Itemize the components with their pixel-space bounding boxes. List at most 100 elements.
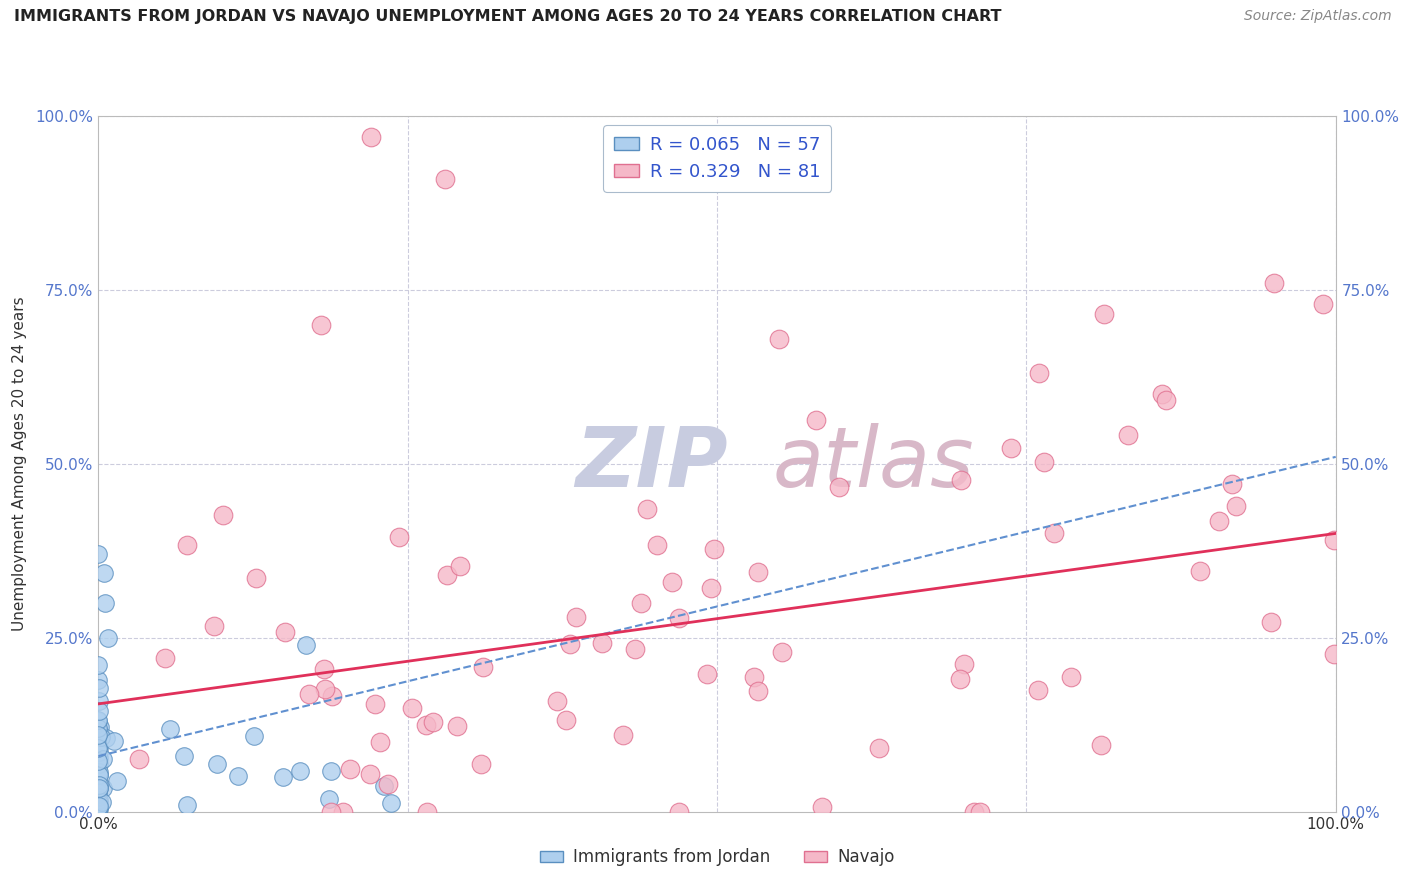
Point: [319, 805, 342, 819]
Point: [1312, 297, 1334, 311]
Point: [1263, 276, 1285, 290]
Point: [565, 609, 588, 624]
Point: [87, 767, 110, 781]
Point: [91, 795, 114, 809]
Point: [96, 731, 118, 746]
Point: [700, 581, 723, 595]
Point: [948, 673, 970, 687]
Point: [87, 714, 110, 728]
Point: [744, 670, 766, 684]
Point: [368, 735, 391, 749]
Point: [416, 805, 439, 819]
Point: [953, 657, 976, 671]
Point: [89, 681, 111, 695]
Point: [205, 757, 228, 772]
Point: [89, 781, 111, 796]
Point: [1220, 477, 1243, 491]
Point: [87, 790, 110, 805]
Point: [87, 739, 110, 754]
Point: [470, 756, 492, 771]
Point: [87, 713, 110, 727]
Point: [89, 796, 111, 810]
Point: [1026, 682, 1049, 697]
Point: [91, 752, 114, 766]
Point: [87, 694, 110, 708]
Point: [828, 480, 851, 494]
Point: [87, 802, 110, 816]
Point: [1000, 441, 1022, 455]
Point: [636, 501, 658, 516]
Point: [153, 650, 176, 665]
Point: [1323, 647, 1346, 661]
Point: [373, 779, 395, 793]
Point: [339, 762, 361, 776]
Point: [630, 595, 652, 609]
Point: [1032, 455, 1054, 469]
Point: [668, 610, 690, 624]
Point: [271, 770, 294, 784]
Point: [811, 800, 834, 814]
Point: [89, 757, 111, 772]
Point: [91, 781, 114, 796]
Point: [87, 800, 110, 814]
Point: [314, 662, 336, 676]
Point: [87, 728, 110, 742]
Point: [319, 764, 342, 778]
Point: [226, 769, 249, 783]
Point: [415, 718, 437, 732]
Point: [128, 752, 150, 766]
Point: [433, 171, 456, 186]
Y-axis label: Unemployment Among Ages 20 to 24 years: Unemployment Among Ages 20 to 24 years: [11, 296, 27, 632]
Point: [87, 721, 110, 735]
Point: [696, 667, 718, 681]
Point: [87, 741, 110, 756]
Point: [591, 636, 613, 650]
Point: [87, 547, 110, 561]
Point: [1092, 307, 1115, 321]
Point: [446, 719, 468, 733]
Point: [87, 780, 110, 795]
Point: [173, 748, 195, 763]
Point: [103, 734, 125, 748]
Point: [89, 768, 111, 782]
Point: [1156, 393, 1178, 408]
Point: [202, 619, 225, 633]
Point: [703, 542, 725, 557]
Point: [89, 704, 111, 718]
Text: IMMIGRANTS FROM JORDAN VS NAVAJO UNEMPLOYMENT AMONG AGES 20 TO 24 YEARS CORRELAT: IMMIGRANTS FROM JORDAN VS NAVAJO UNEMPLO…: [14, 9, 1001, 24]
Point: [868, 740, 890, 755]
Point: [176, 797, 198, 812]
Point: [87, 781, 110, 796]
Point: [245, 571, 267, 585]
Point: [332, 805, 354, 819]
Point: [295, 638, 318, 652]
Point: [1208, 514, 1230, 528]
Point: [1060, 670, 1083, 684]
Point: [97, 631, 120, 645]
Point: [449, 559, 471, 574]
Point: [159, 722, 181, 736]
Point: [747, 684, 769, 698]
Text: ZIP: ZIP: [575, 424, 727, 504]
Point: [318, 791, 340, 805]
Point: [546, 694, 568, 708]
Point: [1260, 615, 1282, 629]
Point: [401, 701, 423, 715]
Point: [288, 764, 311, 778]
Point: [107, 774, 129, 789]
Point: [89, 720, 111, 734]
Legend: Immigrants from Jordan, Navajo: Immigrants from Jordan, Navajo: [533, 842, 901, 873]
Point: [87, 741, 110, 756]
Point: [963, 805, 986, 819]
Point: [770, 645, 793, 659]
Point: [612, 728, 634, 742]
Point: [1323, 533, 1346, 547]
Point: [768, 332, 790, 346]
Point: [90, 730, 112, 744]
Point: [668, 805, 690, 819]
Point: [87, 798, 110, 813]
Point: [314, 682, 336, 697]
Point: [949, 473, 972, 487]
Point: [804, 413, 827, 427]
Point: [1116, 428, 1139, 442]
